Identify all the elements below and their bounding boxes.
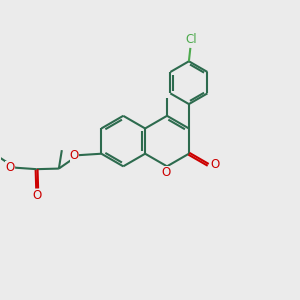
Text: Cl: Cl bbox=[185, 33, 197, 46]
Text: O: O bbox=[210, 158, 219, 171]
Text: O: O bbox=[5, 160, 15, 174]
Text: O: O bbox=[70, 149, 79, 162]
Text: O: O bbox=[162, 167, 171, 179]
Text: O: O bbox=[32, 188, 42, 202]
